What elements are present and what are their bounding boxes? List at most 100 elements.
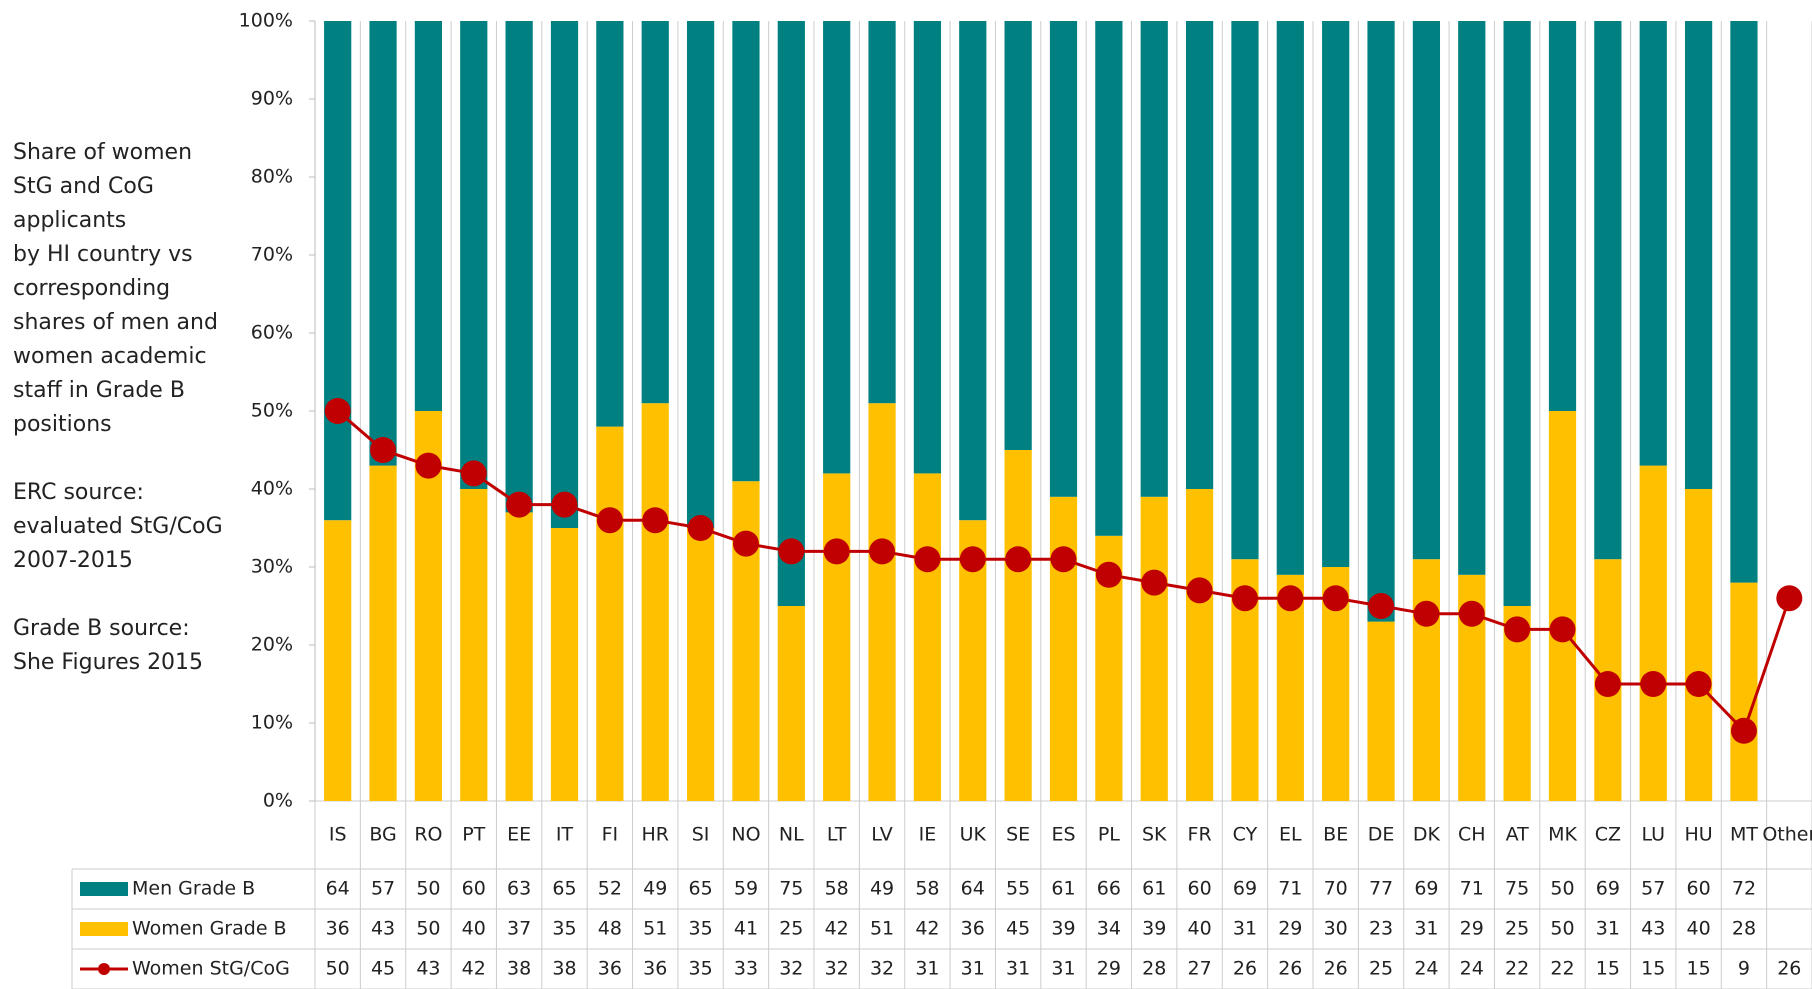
x-tick-label: FR — [1188, 824, 1212, 846]
bar — [1095, 21, 1123, 536]
table-cell: 69 — [1414, 878, 1438, 900]
marker — [1231, 585, 1258, 612]
table-cell: 70 — [1324, 878, 1348, 900]
y-tick-label: 100% — [239, 10, 293, 32]
table-cell: 49 — [643, 878, 667, 900]
table-cell: 77 — [1369, 878, 1393, 900]
table-cell: 61 — [1142, 878, 1166, 900]
bar — [641, 21, 669, 404]
bar — [1730, 21, 1758, 583]
marker — [506, 491, 533, 518]
x-tick-label: HR — [641, 824, 669, 846]
table-cell: 39 — [1051, 918, 1075, 940]
table-cell: 29 — [1278, 918, 1302, 940]
table-cell: 31 — [915, 958, 939, 980]
annotation: Share of women — [13, 140, 192, 165]
table-cell: 52 — [598, 878, 622, 900]
annotation: women academic — [13, 344, 207, 369]
table-cell: 57 — [371, 878, 395, 900]
marker — [732, 530, 759, 557]
bar — [1458, 21, 1486, 575]
table-cell: 65 — [552, 878, 576, 900]
table-cell: 57 — [1641, 878, 1665, 900]
bar — [324, 520, 352, 801]
table-cell: 31 — [1233, 918, 1257, 940]
bar — [505, 512, 533, 801]
annotation: Grade B source: — [13, 616, 190, 641]
table-cell: 71 — [1460, 878, 1484, 900]
marker — [1005, 546, 1032, 573]
legend-key — [80, 922, 128, 936]
x-tick-label: NO — [731, 824, 760, 846]
marker — [914, 546, 941, 573]
legend-key — [98, 963, 110, 975]
x-tick-label: BG — [369, 824, 396, 846]
table-cell: 24 — [1414, 958, 1438, 980]
bar — [1140, 21, 1168, 497]
x-tick-label: MK — [1548, 824, 1577, 846]
bar — [1548, 411, 1577, 801]
marker — [1730, 717, 1757, 744]
bar — [959, 21, 987, 521]
legend-label: Women StG/CoG — [132, 958, 290, 980]
table-cell: 50 — [416, 878, 440, 900]
marker — [1368, 593, 1395, 619]
marker — [1458, 600, 1485, 627]
bar — [414, 21, 443, 411]
table-cell: 15 — [1596, 958, 1620, 980]
bar — [550, 528, 579, 801]
x-tick-label: BE — [1323, 824, 1348, 846]
bar — [823, 21, 851, 474]
table-cell: 64 — [326, 878, 350, 900]
y-tick-label: 70% — [251, 244, 293, 266]
table-cell: 42 — [915, 918, 939, 940]
table-cell: 49 — [870, 878, 894, 900]
table-cell: 65 — [688, 878, 712, 900]
annotation: staff in Grade B — [13, 378, 185, 403]
x-tick-label: SE — [1006, 824, 1030, 846]
marker — [778, 538, 805, 565]
bar — [1004, 450, 1032, 801]
bar — [1322, 21, 1350, 567]
table-cell: 55 — [1006, 878, 1030, 900]
table-cell: 43 — [416, 958, 440, 980]
table-cell: 51 — [870, 918, 894, 940]
y-tick-label: 60% — [251, 322, 293, 344]
bar — [1004, 21, 1032, 450]
marker — [1640, 671, 1667, 697]
marker — [1322, 585, 1349, 612]
table-cell: 25 — [1369, 958, 1393, 980]
table-cell: 29 — [1097, 958, 1121, 980]
table-cell: 50 — [326, 958, 350, 980]
table-cell: 34 — [1097, 918, 1121, 940]
table-cell: 42 — [825, 918, 849, 940]
table-cell: 31 — [1596, 918, 1620, 940]
x-tick-label: AT — [1506, 824, 1530, 846]
x-tick-label: DK — [1413, 824, 1441, 846]
x-tick-label: DE — [1368, 824, 1395, 846]
bar — [1049, 21, 1078, 497]
table-cell: 61 — [1051, 878, 1075, 900]
table-cell: 40 — [1686, 918, 1710, 940]
table-cell: 71 — [1278, 878, 1302, 900]
table-cell: 60 — [462, 878, 486, 900]
table-cell: 58 — [825, 878, 849, 900]
x-tick-label: LT — [827, 824, 847, 846]
bar — [1730, 582, 1758, 801]
x-tick-label: SK — [1142, 824, 1167, 846]
y-tick-label: 50% — [251, 400, 293, 422]
y-tick-label: 80% — [251, 166, 293, 188]
marker — [415, 452, 442, 479]
x-tick-label: UK — [960, 824, 987, 846]
table-cell: 25 — [779, 918, 803, 940]
table-cell: 60 — [1187, 878, 1211, 900]
table-cell: 64 — [961, 878, 985, 900]
bar — [913, 21, 942, 474]
annotation: ERC source: — [13, 480, 144, 505]
table-cell: 26 — [1324, 958, 1348, 980]
table-cell: 22 — [1550, 958, 1574, 980]
x-tick-label: ES — [1051, 824, 1075, 846]
bar — [460, 489, 488, 801]
bar — [777, 606, 805, 801]
bar — [324, 21, 352, 521]
